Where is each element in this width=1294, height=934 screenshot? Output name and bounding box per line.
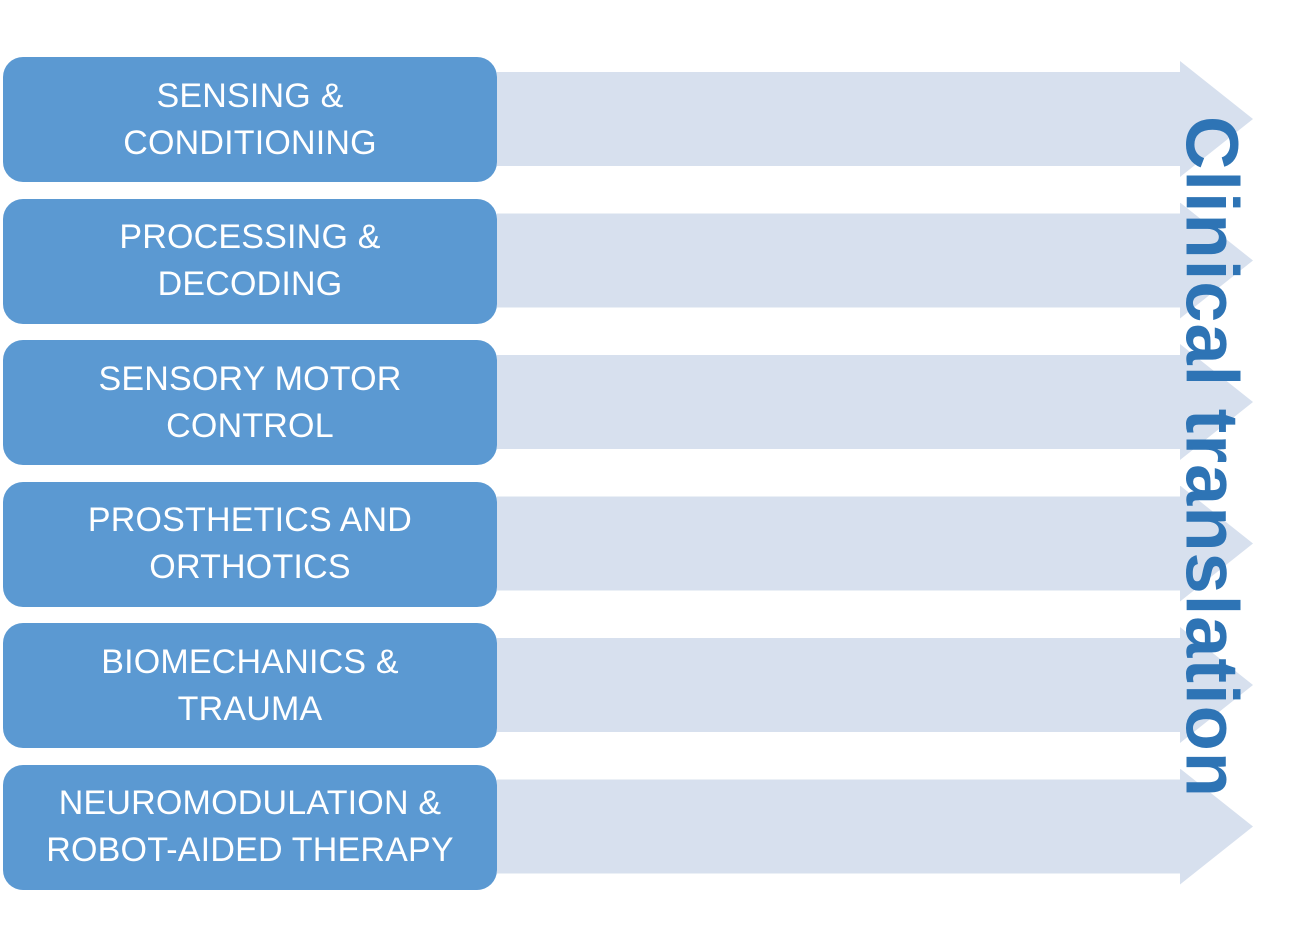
stage-box-label: BIOMECHANICS & TRAUMA [101, 642, 399, 728]
pipeline-row: SENSING & CONDITIONING [0, 57, 1294, 182]
stage-box-biomechanics-trauma: BIOMECHANICS & TRAUMA [3, 623, 497, 748]
stage-box-label: PROCESSING & DECODING [119, 218, 381, 303]
pipeline-row: SENSORY MOTOR CONTROL [0, 340, 1294, 465]
pipeline-row: BIOMECHANICS & TRAUMA [0, 623, 1294, 748]
flow-arrow [497, 768, 1253, 885]
pipeline-row: PROCESSING & DECODING [0, 198, 1294, 324]
flow-arrow [497, 627, 1253, 743]
flow-arrow [497, 485, 1253, 602]
stage-box-label: SENSING & CONDITIONING [123, 76, 377, 162]
flow-arrow [497, 202, 1253, 319]
clinical-translation-label: Clinical translation [1170, 115, 1254, 799]
pipeline-row: PROSTHETICS AND ORTHOTICS [0, 481, 1294, 607]
stage-box-label: PROSTHETICS AND ORTHOTICS [87, 501, 413, 586]
stage-box-sensory-motor-control: SENSORY MOTOR CONTROL [3, 340, 497, 465]
stage-box-label: NEUROMODULATION & ROBOT-AIDED THERAPY [46, 784, 454, 869]
stage-box-sensing-conditioning: SENSING & CONDITIONING [3, 57, 497, 182]
flow-arrow [497, 61, 1253, 177]
stage-box-neuromodulation-robot-therapy: NEUROMODULATION & ROBOT-AIDED THERAPY [3, 764, 497, 890]
stage-box-processing-decoding: PROCESSING & DECODING [3, 198, 497, 324]
flow-arrow [497, 344, 1253, 460]
stage-box-prosthetics-orthotics: PROSTHETICS AND ORTHOTICS [3, 481, 497, 607]
stage-box-label: SENSORY MOTOR CONTROL [98, 359, 402, 445]
pipeline-row: NEUROMODULATION & ROBOT-AIDED THERAPY [0, 764, 1294, 890]
